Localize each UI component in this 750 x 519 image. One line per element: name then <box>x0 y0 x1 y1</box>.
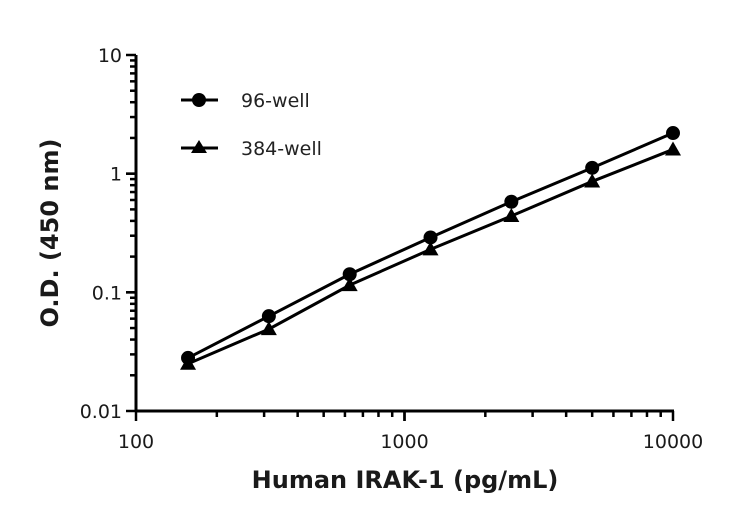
legend: 96-well 384-well <box>181 90 322 160</box>
legend-marker-circle <box>192 93 206 107</box>
y-tick-label: 10 <box>98 45 122 67</box>
data-point-384-well <box>665 141 681 156</box>
y-tick-label: 0.01 <box>80 401 122 423</box>
axes: 100 1000 10000 0.01 0.1 1 10 <box>80 45 704 453</box>
data-point-96-well <box>504 194 519 209</box>
legend-label-384-well: 384-well <box>241 138 322 160</box>
y-axis-title: O.D. (450 nm) <box>36 139 64 328</box>
x-tick-label: 100 <box>118 431 154 453</box>
y-tick-label: 1 <box>110 164 122 186</box>
legend-marker-triangle <box>191 140 207 153</box>
data-point-384-well <box>341 277 358 292</box>
x-axis-title: Human IRAK-1 (pg/mL) <box>252 466 559 494</box>
data-point-96-well <box>666 126 680 141</box>
data-point-96-well <box>261 309 276 324</box>
legend-label-96-well: 96-well <box>241 90 310 112</box>
plot-area <box>180 126 681 370</box>
series-line-384-well <box>187 148 674 366</box>
x-tick-label: 10000 <box>643 431 703 453</box>
data-point-384-well <box>260 321 277 336</box>
data-point-96-well <box>342 267 357 282</box>
data-point-384-well <box>503 207 520 222</box>
y-tick-label: 0.1 <box>92 282 122 304</box>
data-point-384-well <box>584 173 601 188</box>
data-point-384-well <box>422 241 439 256</box>
data-point-96-well <box>423 230 438 245</box>
data-point-384-well <box>180 355 197 370</box>
x-tick-label: 1000 <box>380 431 428 453</box>
data-point-96-well <box>585 160 600 175</box>
